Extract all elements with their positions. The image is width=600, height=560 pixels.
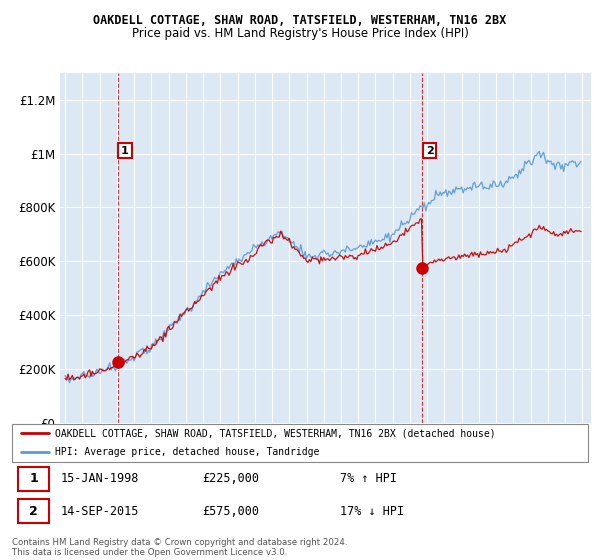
Text: 1: 1 [29, 473, 38, 486]
Text: £225,000: £225,000 [202, 473, 259, 486]
Text: 17% ↓ HPI: 17% ↓ HPI [340, 505, 404, 517]
Text: OAKDELL COTTAGE, SHAW ROAD, TATSFIELD, WESTERHAM, TN16 2BX (detached house): OAKDELL COTTAGE, SHAW ROAD, TATSFIELD, W… [55, 428, 496, 438]
Text: OAKDELL COTTAGE, SHAW ROAD, TATSFIELD, WESTERHAM, TN16 2BX: OAKDELL COTTAGE, SHAW ROAD, TATSFIELD, W… [94, 14, 506, 27]
FancyBboxPatch shape [18, 499, 49, 524]
Text: Price paid vs. HM Land Registry's House Price Index (HPI): Price paid vs. HM Land Registry's House … [131, 27, 469, 40]
Text: 14-SEP-2015: 14-SEP-2015 [61, 505, 139, 517]
FancyBboxPatch shape [18, 466, 49, 491]
Text: 7% ↑ HPI: 7% ↑ HPI [340, 473, 397, 486]
Text: £575,000: £575,000 [202, 505, 259, 517]
Text: 2: 2 [29, 505, 38, 517]
Text: 2: 2 [425, 146, 433, 156]
Text: Contains HM Land Registry data © Crown copyright and database right 2024.
This d: Contains HM Land Registry data © Crown c… [12, 538, 347, 557]
Text: 1: 1 [121, 146, 129, 156]
Text: 15-JAN-1998: 15-JAN-1998 [61, 473, 139, 486]
Text: HPI: Average price, detached house, Tandridge: HPI: Average price, detached house, Tand… [55, 447, 320, 458]
FancyBboxPatch shape [12, 424, 588, 462]
